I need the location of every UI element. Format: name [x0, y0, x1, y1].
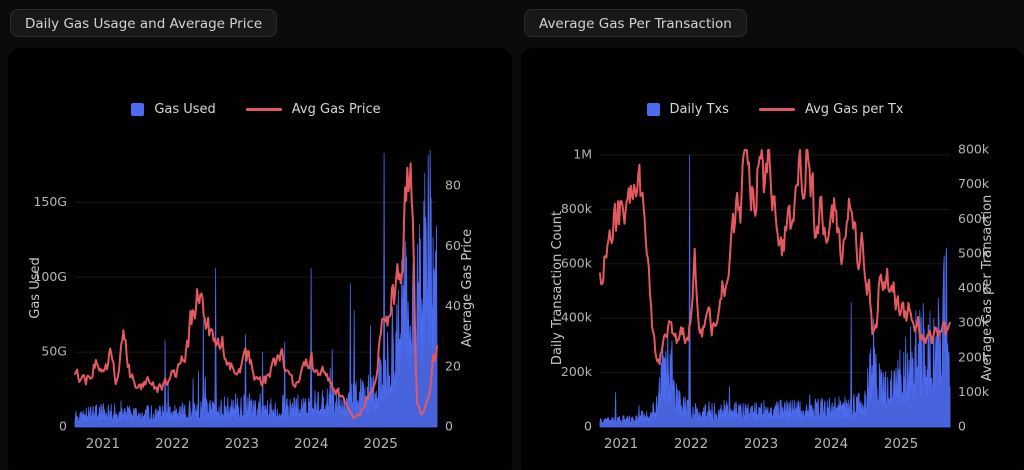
svg-text:800k: 800k	[561, 201, 593, 216]
svg-text:300k: 300k	[958, 315, 990, 330]
svg-text:Daily Transaction Count: Daily Transaction Count	[550, 211, 565, 365]
svg-text:600k: 600k	[958, 211, 990, 226]
svg-text:Gas Used: Gas Used	[28, 257, 43, 318]
svg-text:800k: 800k	[958, 142, 990, 157]
svg-text:150G: 150G	[33, 194, 67, 209]
legend-label: Daily Txs	[669, 102, 729, 117]
svg-text:200k: 200k	[561, 364, 593, 379]
legend-item-avg-gas-price[interactable]: Avg Gas Price	[245, 102, 381, 117]
svg-text:Average Gas Price: Average Gas Price	[460, 229, 475, 347]
svg-text:2024: 2024	[814, 436, 848, 452]
svg-text:2024: 2024	[294, 436, 328, 452]
svg-text:700k: 700k	[958, 176, 990, 191]
svg-text:1M: 1M	[573, 147, 592, 162]
legend-label: Avg Gas Price	[291, 102, 381, 117]
svg-text:2025: 2025	[364, 436, 398, 452]
gas-per-tx-legend: Daily Txs Avg Gas per Tx	[600, 102, 950, 117]
avg-gas-per-tx-line-icon	[758, 108, 795, 111]
svg-text:40: 40	[445, 298, 461, 313]
legend-item-gas-used[interactable]: Gas Used	[131, 102, 216, 117]
svg-text:0: 0	[445, 419, 453, 434]
svg-text:80: 80	[445, 178, 461, 193]
chart-title-chip-gas-usage[interactable]: Daily Gas Usage and Average Price	[10, 9, 278, 37]
svg-text:2023: 2023	[225, 436, 259, 452]
svg-text:400k: 400k	[958, 280, 990, 295]
daily-gas-usage-chart[interactable]: 0 50G 100G 150G 0 20 40 60 80 2021 2022 2023 2024 202…	[8, 48, 512, 470]
svg-text:2021: 2021	[86, 436, 120, 452]
avg-gas-per-tx-chart[interactable]: 0 200k 400k 600k 800k 1M 0 100k 200k 300k 400k 500k…	[521, 48, 1024, 470]
gas-used-swatch-icon	[131, 103, 145, 116]
gas-per-tx-panel: 0 200k 400k 600k 800k 1M 0 100k 200k 300k 400k 500k…	[521, 48, 1024, 470]
daily-txs-swatch-icon	[646, 103, 660, 116]
svg-text:2022: 2022	[674, 436, 708, 452]
svg-text:20: 20	[445, 358, 461, 373]
svg-text:500k: 500k	[958, 245, 990, 260]
avg-gas-price-line-icon	[245, 108, 282, 111]
gas-usage-panel: 0 50G 100G 150G 0 20 40 60 80 2021 2022 2023 2024 202…	[8, 48, 512, 470]
svg-text:0: 0	[958, 419, 966, 434]
legend-label: Avg Gas per Tx	[804, 102, 904, 117]
legend-label: Gas Used	[154, 102, 216, 117]
gas-usage-legend: Gas Used Avg Gas Price	[75, 102, 437, 117]
legend-item-avg-gas-per-tx[interactable]: Avg Gas per Tx	[758, 102, 904, 117]
svg-text:100G: 100G	[33, 269, 67, 284]
svg-text:Average Gas per Transaction: Average Gas per Transaction	[980, 195, 995, 382]
svg-text:2023: 2023	[744, 436, 778, 452]
svg-text:600k: 600k	[561, 255, 593, 270]
svg-text:0: 0	[59, 419, 67, 434]
legend-item-daily-txs[interactable]: Daily Txs	[646, 102, 729, 117]
svg-text:100k: 100k	[958, 384, 990, 399]
svg-text:400k: 400k	[561, 310, 593, 325]
svg-text:0: 0	[584, 419, 592, 434]
chart-title-chip-gas-per-tx[interactable]: Average Gas Per Transaction	[524, 9, 747, 37]
svg-text:2022: 2022	[155, 436, 189, 452]
svg-text:50G: 50G	[41, 344, 67, 359]
svg-text:2021: 2021	[604, 436, 638, 452]
svg-text:2025: 2025	[884, 436, 918, 452]
svg-text:200k: 200k	[958, 349, 990, 364]
svg-text:60: 60	[445, 238, 461, 253]
